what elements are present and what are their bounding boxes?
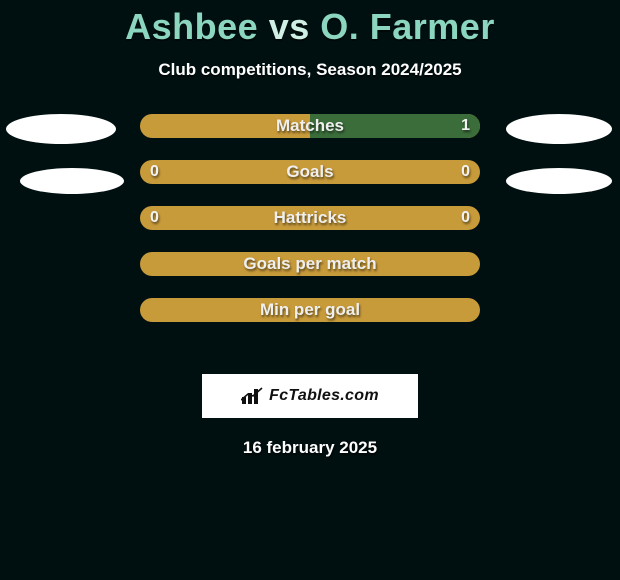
comparison-stage: Matches 1 0 Goals 0 0 Hattricks 0 Goals per matc…: [0, 114, 620, 374]
brand-text: FcTables.com: [269, 387, 379, 405]
player1-name: Ashbee: [125, 6, 258, 47]
avatar-shadow-right-2: [506, 168, 612, 194]
stat-value-left: 0: [150, 209, 159, 227]
avatar-shadow-left-2: [20, 168, 124, 194]
avatar-shadow-right-1: [506, 114, 612, 144]
stat-row: 0 Goals 0: [140, 160, 480, 184]
stat-value-left: 0: [150, 163, 159, 181]
player2-name: O. Farmer: [320, 6, 495, 47]
bar-chart-icon: [241, 387, 263, 405]
stat-row: 0 Hattricks 0: [140, 206, 480, 230]
vs-separator: vs: [269, 6, 310, 47]
stat-label: Matches: [276, 116, 344, 136]
stat-label: Goals per match: [243, 254, 376, 274]
subtitle: Club competitions, Season 2024/2025: [0, 60, 620, 80]
avatar-shadow-left-1: [6, 114, 116, 144]
stat-row: Matches 1: [140, 114, 480, 138]
stat-value-right: 0: [461, 209, 470, 227]
brand-box[interactable]: FcTables.com: [202, 374, 418, 418]
stat-label: Goals: [286, 162, 333, 182]
stat-label: Min per goal: [260, 300, 360, 320]
stat-row: Goals per match: [140, 252, 480, 276]
stat-row: Min per goal: [140, 298, 480, 322]
comparison-title: Ashbee vs O. Farmer: [0, 0, 620, 48]
stat-rows: Matches 1 0 Goals 0 0 Hattricks 0 Goals per matc…: [140, 114, 480, 344]
stat-value-right: 1: [461, 117, 470, 135]
snapshot-date: 16 february 2025: [0, 438, 620, 458]
stat-value-right: 0: [461, 163, 470, 181]
stat-label: Hattricks: [274, 208, 347, 228]
